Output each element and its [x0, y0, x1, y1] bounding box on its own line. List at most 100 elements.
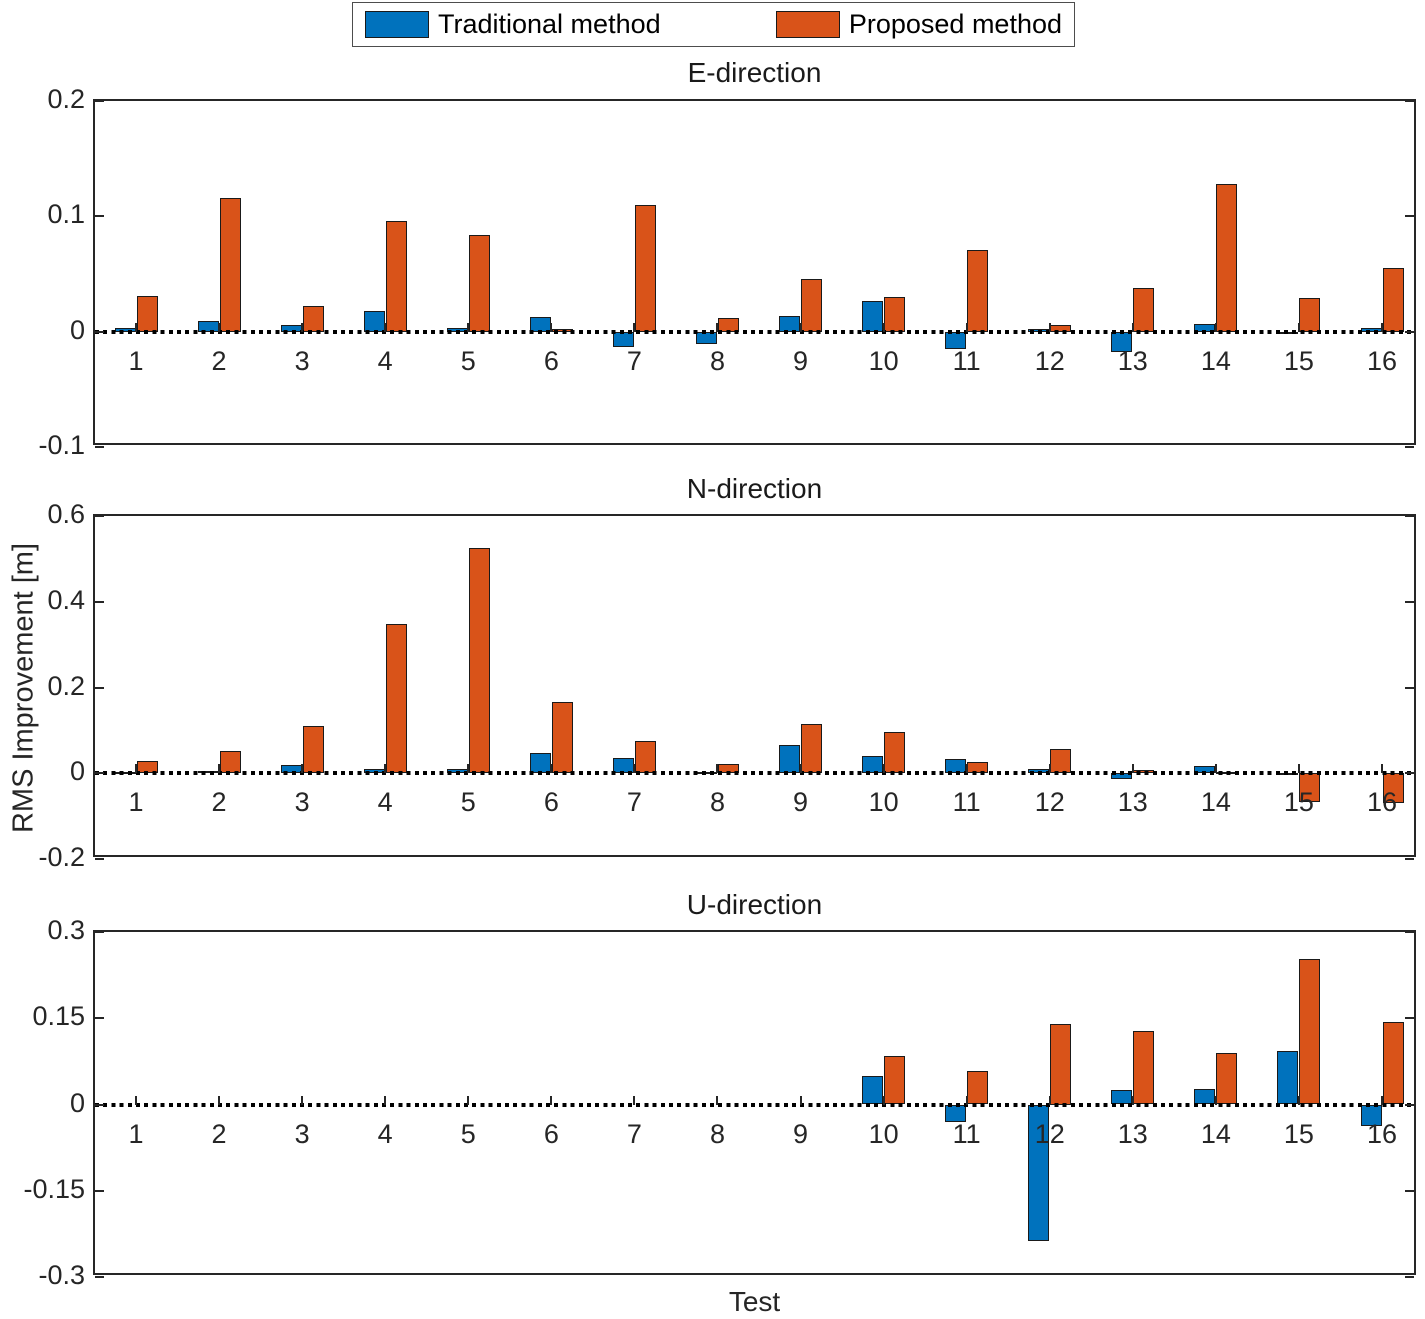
x-tick-label: 3 [294, 345, 310, 376]
x-tick-label: 7 [626, 345, 642, 376]
legend-label-traditional: Traditional method [438, 9, 661, 39]
x-tick-label: 10 [868, 1118, 899, 1149]
x-tick-mark [882, 764, 885, 774]
legend: Traditional method Proposed method [352, 2, 1075, 47]
x-tick-label: 12 [1034, 1118, 1065, 1149]
x-tick-label: 9 [793, 1118, 809, 1149]
y-tick-mark [1405, 1189, 1414, 1192]
x-tick-mark [301, 1095, 304, 1105]
x-tick-mark [135, 764, 137, 774]
x-tick-mark [550, 764, 553, 774]
x-tick-mark [1131, 764, 1134, 774]
bar-proposed-12 [1050, 1024, 1072, 1105]
bar-proposed-10 [884, 732, 906, 774]
bar-proposed-16 [1382, 1021, 1404, 1105]
x-tick-label: 4 [377, 787, 393, 818]
x-tick-mark [550, 322, 553, 332]
bar-traditional-9 [779, 744, 801, 774]
x-tick-label: 14 [1200, 1118, 1231, 1149]
y-tick-label: 0.4 [47, 584, 85, 615]
y-tick-label: 0.2 [47, 84, 85, 114]
legend-item-proposed: Proposed method [775, 9, 1062, 40]
bar-proposed-15 [1299, 298, 1321, 332]
y-tick-mark [1405, 772, 1414, 775]
y-tick-label: -0.3 [38, 1260, 85, 1290]
x-tick-label: 15 [1283, 787, 1314, 818]
subplot-n-direction: 0.6 0.4 0.2 0 -0.2 1 2 3 4 5 6 7 8 9 10 11 12 13 14 15 16 [38, 499, 1416, 872]
legend-swatch-proposed-icon [775, 11, 840, 38]
bar-proposed-14 [1216, 1053, 1238, 1105]
x-tick-mark [1381, 322, 1383, 332]
x-tick-mark [716, 322, 719, 332]
y-tick-mark [1405, 446, 1414, 448]
bar-proposed-14 [1216, 184, 1238, 332]
x-tick-mark [135, 1095, 137, 1105]
zero-baseline [95, 1102, 1414, 1107]
x-tick-label: 13 [1117, 787, 1148, 818]
x-tick-label: 4 [377, 345, 393, 376]
x-tick-label: 2 [211, 1118, 227, 1149]
bar-traditional-6 [529, 753, 551, 774]
x-tick-mark [467, 322, 470, 332]
bar-traditional-10 [862, 1076, 884, 1105]
x-tick-mark [301, 322, 304, 332]
x-tick-mark [218, 1095, 221, 1105]
bar-proposed-3 [302, 306, 324, 332]
x-tick-mark [1048, 322, 1051, 332]
y-tick-label: 0.2 [47, 670, 85, 701]
x-tick-mark [1131, 322, 1134, 332]
y-tick-label: 0.3 [47, 915, 85, 945]
x-tick-label: 8 [709, 345, 725, 376]
y-tick-mark [1405, 931, 1414, 933]
x-tick-label: 6 [543, 345, 559, 376]
x-tick-label: 16 [1366, 1118, 1398, 1149]
x-tick-mark [218, 764, 221, 774]
y-tick-label: 0 [69, 314, 85, 345]
bar-proposed-2 [219, 197, 241, 332]
x-tick-mark [799, 322, 802, 332]
x-tick-label: 1 [128, 787, 144, 818]
x-tick-mark [301, 764, 304, 774]
y-tick-mark [95, 215, 104, 218]
x-tick-mark [1297, 1095, 1300, 1105]
x-tick-mark [1297, 764, 1300, 774]
x-tick-mark [965, 322, 968, 332]
bar-proposed-12 [1050, 748, 1072, 774]
bar-traditional-15 [1277, 1051, 1299, 1105]
x-tick-mark [1297, 322, 1300, 332]
bar-proposed-9 [801, 724, 823, 774]
x-tick-label: 9 [793, 345, 809, 376]
x-axis-label: Test [728, 1286, 781, 1317]
y-tick-mark [95, 931, 104, 933]
y-tick-mark [1405, 1103, 1414, 1106]
x-tick-label: 2 [211, 787, 227, 818]
y-tick-label: -0.15 [23, 1173, 85, 1204]
x-tick-mark [965, 764, 968, 774]
y-tick-label: 0 [69, 1087, 85, 1118]
x-tick-label: 16 [1366, 787, 1398, 818]
y-tick-label: 0 [69, 756, 85, 787]
y-tick-mark [95, 858, 104, 860]
x-tick-mark [1214, 1095, 1217, 1105]
y-tick-mark [95, 600, 104, 603]
subplot-title-e: E-direction [687, 57, 822, 88]
x-tick-label: 16 [1366, 345, 1398, 376]
y-tick-label: -0.2 [38, 842, 85, 872]
x-tick-mark [467, 1095, 470, 1105]
y-tick-mark [95, 1276, 104, 1278]
y-tick-mark [1405, 215, 1414, 218]
x-tick-label: 15 [1283, 1118, 1314, 1149]
bar-proposed-11 [967, 1070, 989, 1105]
y-tick-mark [95, 1103, 104, 1106]
subplot-e-direction: 0.2 0.1 0 -0.1 1 2 3 4 5 6 7 8 9 10 11 12 13 14 15 16 [38, 84, 1416, 460]
x-tick-mark [882, 1095, 885, 1105]
x-tick-label: 6 [543, 787, 559, 818]
bar-proposed-13 [1133, 1031, 1155, 1105]
legend-label-proposed: Proposed method [848, 9, 1062, 39]
x-tick-label: 12 [1034, 787, 1065, 818]
x-tick-label: 11 [952, 345, 981, 376]
x-tick-label: 11 [952, 787, 981, 818]
x-tick-mark [550, 1095, 553, 1105]
x-tick-mark [467, 764, 470, 774]
